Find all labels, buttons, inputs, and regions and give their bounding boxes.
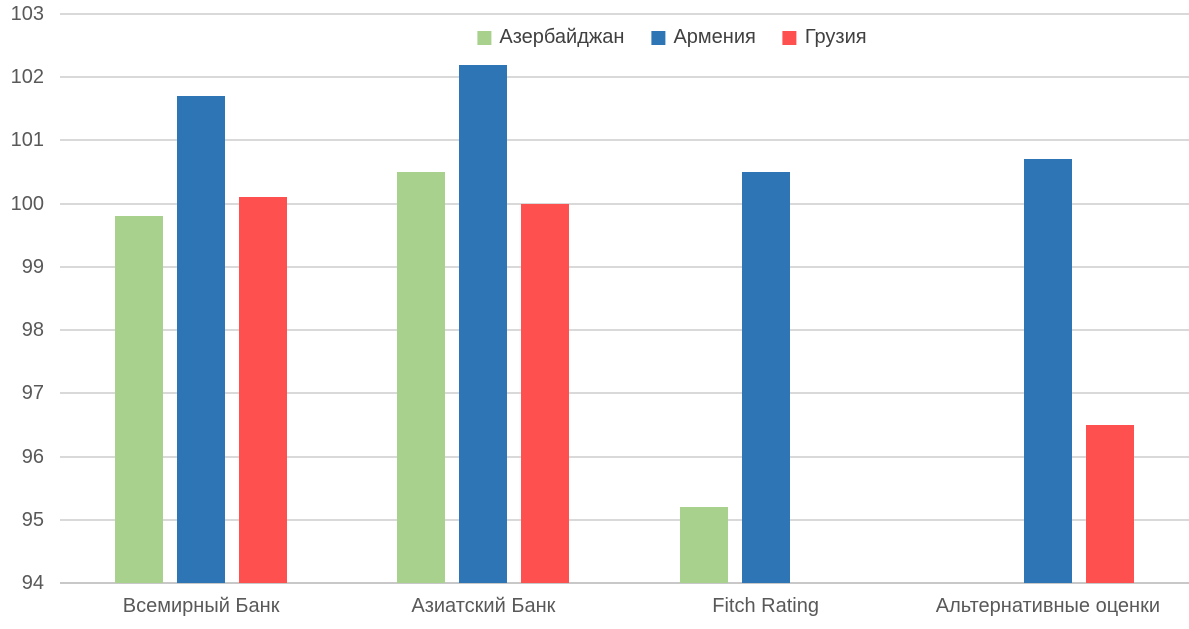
bar-series-2-category-3 — [1085, 424, 1134, 583]
gridline — [60, 13, 1189, 15]
chart-legend: Азербайджан Армения Грузия — [477, 26, 867, 49]
bar-series-1-category-0 — [177, 96, 226, 583]
legend-swatch-icon — [477, 30, 492, 45]
y-tick-label: 98 — [21, 319, 44, 342]
y-tick-label: 102 — [10, 66, 44, 89]
bar-series-1-category-1 — [459, 64, 508, 583]
gridline — [60, 139, 1189, 142]
legend-label: Азербайджан — [499, 26, 625, 48]
bar-series-0-category-0 — [115, 216, 164, 583]
gridline — [60, 76, 1189, 79]
y-tick-label: 95 — [21, 508, 44, 531]
gridline — [60, 392, 1189, 395]
gridline — [60, 265, 1189, 268]
gridline — [60, 202, 1189, 205]
y-tick-label: 103 — [10, 3, 44, 25]
legend-item-1: Армения — [651, 26, 756, 49]
bar-series-0-category-2 — [679, 507, 728, 583]
x-category-label: Альтернативные оценки — [935, 595, 1161, 617]
bar-series-1-category-2 — [741, 172, 790, 583]
y-tick-label: 97 — [21, 382, 44, 405]
y-tick-label: 101 — [10, 129, 44, 152]
legend-item-0: Азербайджан — [477, 26, 624, 49]
legend-label: Армения — [673, 26, 756, 48]
y-tick-label: 100 — [10, 192, 44, 215]
bar-series-2-category-0 — [239, 197, 288, 583]
x-category-label: Всемирный Банк — [122, 595, 280, 617]
gridline — [60, 518, 1189, 521]
bar-series-1-category-3 — [1023, 159, 1072, 583]
y-tick-label: 99 — [21, 255, 44, 278]
legend-swatch-icon — [651, 30, 666, 45]
legend-label: Грузия — [804, 26, 867, 48]
legend-swatch-icon — [782, 30, 797, 45]
x-category-label: Fitch Rating — [712, 595, 819, 617]
x-category-label: Азиатский Банк — [411, 595, 556, 617]
y-tick-label: 96 — [21, 445, 44, 468]
legend-item-2: Грузия — [782, 26, 867, 49]
gridline — [60, 455, 1189, 458]
y-tick-label: 94 — [21, 572, 44, 594]
bar-series-0-category-1 — [397, 172, 446, 583]
gridline — [60, 329, 1189, 332]
x-axis-line — [60, 582, 1189, 584]
bar-series-2-category-1 — [521, 203, 570, 583]
